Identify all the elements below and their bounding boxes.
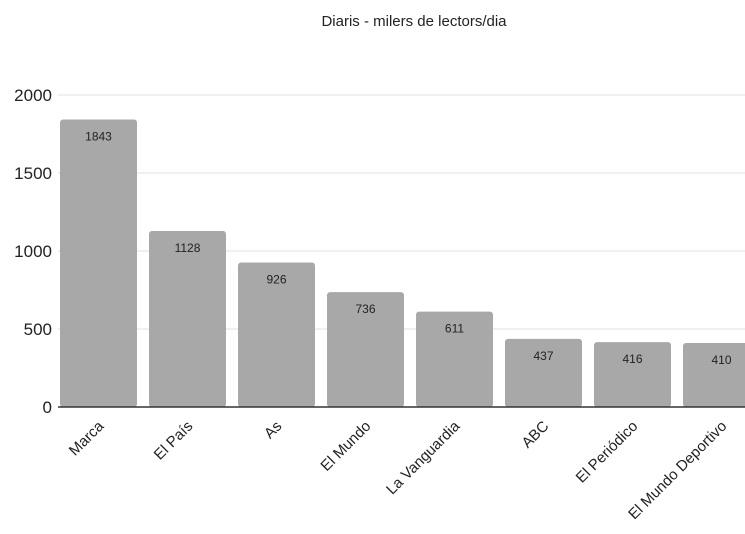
bar bbox=[594, 342, 671, 407]
x-tick-label: El Mundo bbox=[317, 418, 374, 475]
x-tick-label: El País bbox=[151, 418, 197, 464]
x-tick-label: El Mundo Deportivo bbox=[625, 418, 730, 523]
data-label: 416 bbox=[622, 352, 642, 366]
x-tick-label: ABC bbox=[518, 418, 552, 452]
data-label: 437 bbox=[533, 349, 553, 363]
bar bbox=[327, 292, 404, 407]
bar bbox=[683, 343, 745, 407]
bar bbox=[416, 311, 493, 407]
data-label: 611 bbox=[445, 322, 464, 336]
x-tick-label: Marca bbox=[66, 417, 108, 459]
y-tick-label: 2000 bbox=[14, 86, 52, 105]
x-tick-label: La Vanguardia bbox=[383, 417, 464, 498]
data-label: 736 bbox=[355, 302, 375, 316]
x-tick-label: El Periódico bbox=[573, 418, 642, 487]
bar bbox=[505, 338, 582, 407]
bar bbox=[60, 119, 137, 407]
bar bbox=[149, 231, 226, 407]
data-label: 1843 bbox=[85, 129, 112, 143]
data-label: 926 bbox=[266, 273, 286, 287]
data-label: 1128 bbox=[175, 241, 201, 255]
y-tick-label: 1000 bbox=[14, 242, 52, 261]
chart-title: Diaris - milers de lectors/dia bbox=[321, 13, 507, 30]
data-label: 410 bbox=[711, 353, 731, 367]
y-tick-label: 1500 bbox=[14, 164, 52, 183]
y-tick-label: 500 bbox=[24, 320, 52, 339]
x-tick-label: As bbox=[261, 418, 285, 442]
y-tick-label: 0 bbox=[43, 398, 52, 417]
bar bbox=[238, 262, 315, 407]
